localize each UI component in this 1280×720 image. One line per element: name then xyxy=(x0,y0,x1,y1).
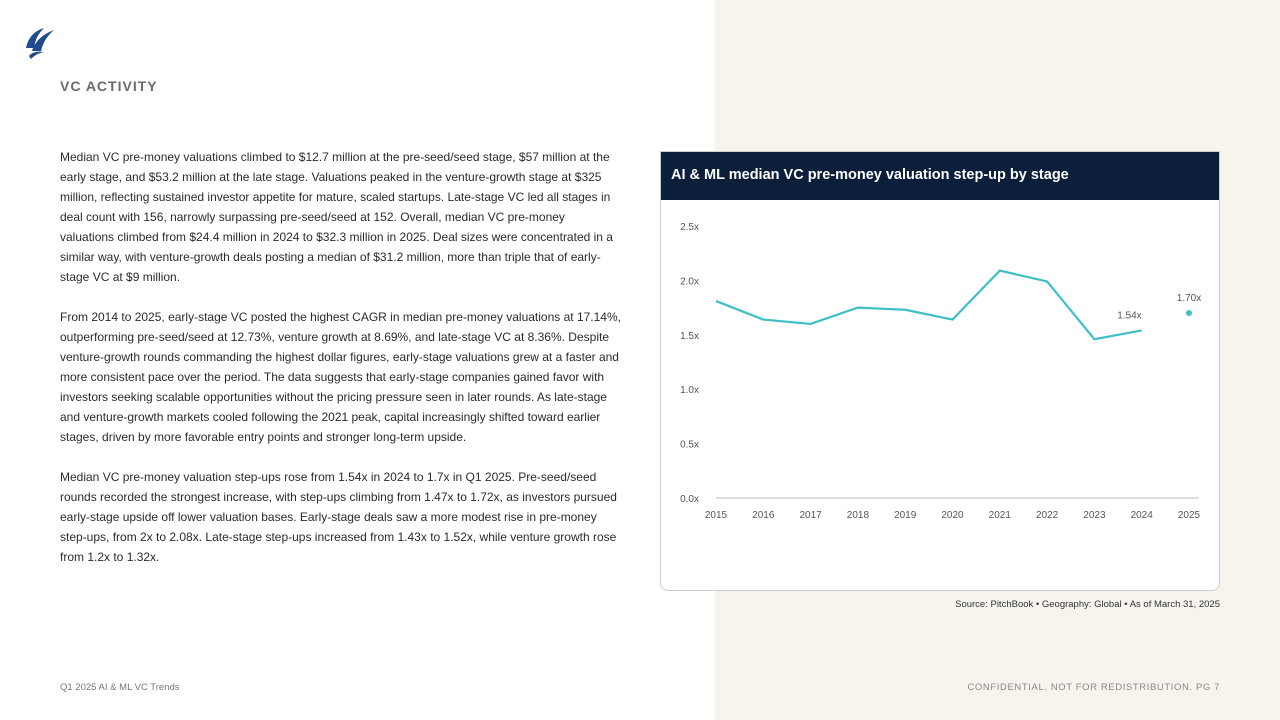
x-tick-label: 2016 xyxy=(752,510,775,521)
paragraph: From 2014 to 2025, early-stage VC posted… xyxy=(60,310,621,444)
x-tick-label: 2023 xyxy=(1083,510,1106,521)
y-tick-label: 2.0x xyxy=(680,276,699,287)
line-chart: 0.0x 0.5x 1.0x 1.5x 2.0x 2.5x 2015 2016 2017 2018… xyxy=(680,222,1201,521)
pitchbook-logo-icon xyxy=(26,28,54,59)
footer-page-info: CONFIDENTIAL. NOT FOR REDISTRIBUTION. PG… xyxy=(967,682,1220,693)
y-tick-label: 1.5x xyxy=(680,331,699,342)
x-tick-label: 2020 xyxy=(941,510,964,521)
x-tick-label: 2015 xyxy=(705,510,728,521)
chart-card: AI & ML median VC pre-money valuation st… xyxy=(660,151,1220,591)
x-tick-label: 2018 xyxy=(847,510,870,521)
x-tick-label: 2017 xyxy=(799,510,822,521)
footer-report-title: Q1 2025 AI & ML VC Trends xyxy=(60,682,180,693)
x-tick-label: 2024 xyxy=(1131,510,1154,521)
y-tick-label: 0.0x xyxy=(680,494,699,505)
series-line xyxy=(715,269,1142,341)
chart-title: AI & ML median VC pre-money valuation st… xyxy=(661,152,1219,200)
x-tick-label: 2022 xyxy=(1036,510,1059,521)
body-text: Median VC pre-money valuations climbed t… xyxy=(60,147,622,587)
x-tick-label: 2025 xyxy=(1178,510,1201,521)
data-label: 1.54x xyxy=(1117,310,1141,321)
source-note: Source: PitchBook • Geography: Global • … xyxy=(955,599,1220,610)
paragraph: Median VC pre-money valuation step-ups r… xyxy=(60,470,617,564)
y-tick-label: 1.0x xyxy=(680,385,699,396)
x-tick-label: 2019 xyxy=(894,510,917,521)
y-tick-label: 0.5x xyxy=(680,440,699,451)
data-label: 1.70x xyxy=(1177,293,1201,304)
x-tick-label: 2021 xyxy=(989,510,1012,521)
y-tick-label: 2.5x xyxy=(680,222,699,233)
section-title: VC ACTIVITY xyxy=(60,78,158,94)
paragraph: Median VC pre-money valuations climbed t… xyxy=(60,150,613,284)
data-point-2025 xyxy=(1186,310,1192,317)
